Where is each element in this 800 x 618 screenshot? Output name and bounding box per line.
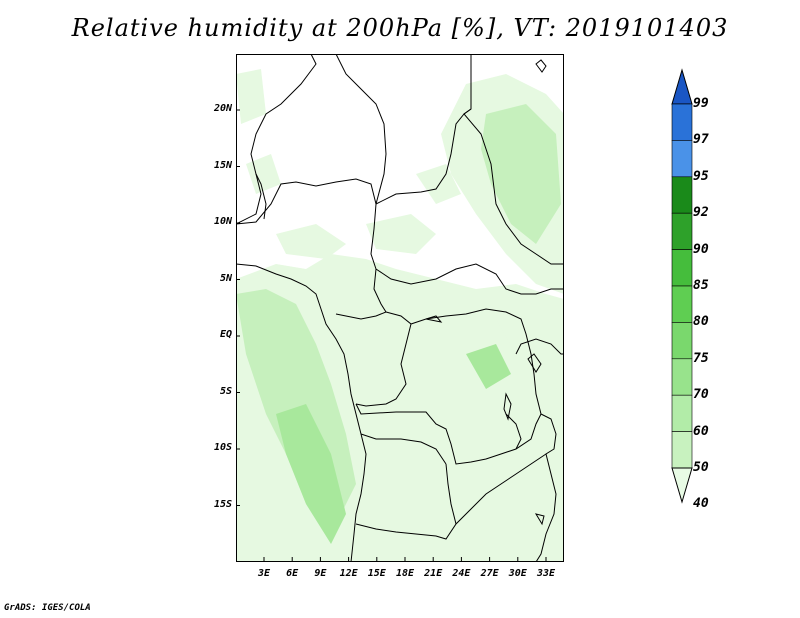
border-line-14 bbox=[535, 413, 557, 562]
humidity-field bbox=[236, 69, 564, 562]
humidity-band-southwest bbox=[276, 404, 346, 544]
border-line-1 bbox=[236, 178, 377, 270]
axis-ticks bbox=[236, 109, 547, 562]
colorbar-segment bbox=[671, 431, 693, 469]
lake-4 bbox=[425, 315, 443, 323]
lon-label-33e: 33E bbox=[536, 568, 556, 579]
humidity-patch-6 bbox=[466, 344, 511, 389]
map-title: Relative humidity at 200hPa [%], VT: 201… bbox=[71, 14, 729, 42]
colorbar-segment bbox=[671, 285, 693, 323]
colorbar-segment bbox=[671, 140, 693, 178]
lon-label-3e: 3E bbox=[257, 568, 271, 579]
colorbar-segment bbox=[671, 176, 693, 214]
map-frame-border bbox=[236, 54, 564, 562]
lon-label-15e: 15E bbox=[367, 568, 386, 579]
lon-label-18e: 18E bbox=[395, 568, 415, 579]
lat-label-10s: 10S bbox=[213, 442, 232, 453]
colorbar bbox=[671, 68, 693, 504]
humidity-patch-4 bbox=[416, 164, 461, 204]
lake-1 bbox=[527, 353, 542, 373]
border-line-4 bbox=[335, 54, 387, 205]
colorbar-bottom-arrow bbox=[671, 467, 693, 504]
colorbar-segment bbox=[671, 394, 693, 432]
lon-label-6e: 6E bbox=[286, 568, 299, 579]
colorbar-label-92: 92 bbox=[693, 205, 709, 221]
colorbar-segment bbox=[671, 322, 693, 360]
lon-label-12e: 12E bbox=[339, 568, 358, 579]
border-line-9 bbox=[410, 308, 542, 415]
colorbar-label-70: 70 bbox=[693, 387, 709, 403]
border-line-16 bbox=[505, 413, 522, 450]
colorbar-segment bbox=[671, 212, 693, 250]
humidity-patch-2 bbox=[366, 214, 436, 254]
humidity-region-congo bbox=[351, 284, 516, 424]
colorbar-label-90: 90 bbox=[693, 241, 709, 257]
border-line-6 bbox=[375, 263, 564, 295]
humidity-region-northeast-core bbox=[481, 104, 561, 244]
island-1 bbox=[535, 59, 547, 73]
lat-label-15n: 15N bbox=[213, 159, 232, 171]
colorbar-label-97: 97 bbox=[693, 132, 709, 148]
colorbar-label-80: 80 bbox=[693, 314, 709, 330]
colorbar-label-99: 99 bbox=[693, 96, 709, 111]
lake-3 bbox=[534, 513, 545, 526]
lake-2 bbox=[503, 392, 512, 421]
humidity-patch-5 bbox=[236, 69, 266, 124]
lon-label-9e: 9E bbox=[314, 568, 327, 579]
lat-label-5n: 5N bbox=[219, 272, 232, 284]
lat-label-eq: EQ bbox=[219, 329, 232, 340]
colorbar-label-50: 50 bbox=[693, 460, 709, 475]
lat-label-5s: 5S bbox=[219, 385, 232, 397]
map-panel bbox=[236, 54, 564, 562]
lon-label-24e: 24E bbox=[452, 568, 471, 579]
colorbar-segment bbox=[671, 358, 693, 396]
colorbar-label-95: 95 bbox=[693, 168, 709, 184]
border-line-11 bbox=[360, 433, 447, 465]
coast-detail-1 bbox=[255, 173, 267, 220]
lat-label-20n: 20N bbox=[213, 103, 232, 114]
border-line-7 bbox=[335, 268, 387, 320]
lon-label-27e: 27E bbox=[480, 568, 499, 579]
border-line-3 bbox=[463, 54, 564, 265]
colorbar-segment bbox=[671, 103, 693, 141]
colorbar-segment bbox=[671, 249, 693, 287]
lat-label-10n: 10N bbox=[213, 216, 232, 227]
colorbar-label-85: 85 bbox=[693, 278, 709, 293]
border-line-13 bbox=[445, 463, 457, 525]
lat-label-15s: 15S bbox=[213, 498, 232, 510]
border-line-8 bbox=[355, 311, 412, 407]
colorbar-label-60: 60 bbox=[693, 423, 709, 439]
lon-label-21e: 21E bbox=[424, 568, 443, 579]
coastline-west bbox=[236, 263, 367, 562]
border-line-2 bbox=[375, 108, 472, 205]
colorbar-label-75: 75 bbox=[693, 350, 709, 366]
grads-credit: GrADS: IGES/COLA bbox=[4, 603, 91, 613]
lon-label-30e: 30E bbox=[508, 568, 527, 579]
colorbar-label-40: 40 bbox=[693, 496, 709, 512]
humidity-patch-3 bbox=[246, 154, 281, 194]
border-line-5 bbox=[236, 54, 317, 225]
border-line-10 bbox=[355, 403, 542, 465]
humidity-patch-1 bbox=[276, 224, 346, 259]
border-line-15 bbox=[515, 338, 564, 355]
boundary-lines bbox=[236, 54, 564, 562]
colorbar-top-arrow bbox=[671, 68, 693, 105]
